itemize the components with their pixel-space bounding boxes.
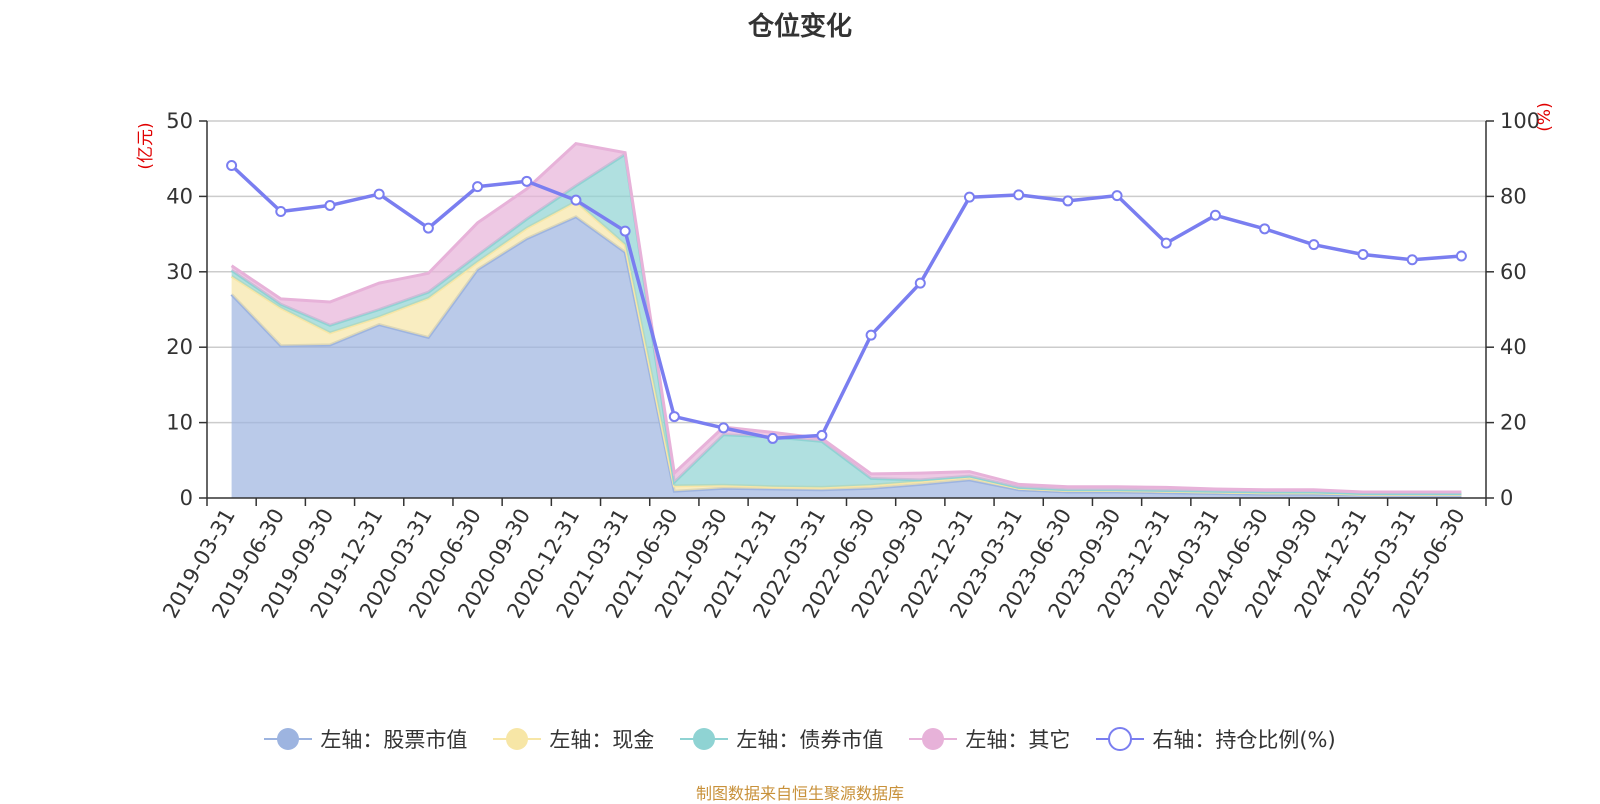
legend-item-other[interactable]: 左轴：其它 (909, 724, 1070, 754)
legend-label: 右轴：持仓比例(%) (1152, 728, 1336, 752)
right-tick-label: 0 (1500, 486, 1513, 510)
ratio-point (275, 205, 287, 217)
area-edge-other (230, 141, 1462, 494)
ratio-point (718, 422, 730, 434)
ratio-point (472, 181, 484, 193)
right-tick-label: 80 (1500, 184, 1527, 208)
ratio-point (767, 432, 779, 444)
left-tick-label: 20 (166, 335, 193, 359)
left-tick-label: 10 (166, 411, 193, 435)
legend-other-icon (909, 728, 958, 750)
position-change-chart: 01020304050020406080100(亿元)(%)2019-03-31… (136, 102, 1555, 622)
legend-bond-icon (680, 728, 729, 750)
stacked-areas (230, 141, 1462, 499)
legend-label: 左轴：债券市值 (736, 728, 884, 752)
left-tick-label: 0 (180, 486, 193, 510)
right-axis-label: (%) (1535, 102, 1555, 131)
left-tick-label: 40 (166, 184, 193, 208)
legend-item-cash[interactable]: 左轴：现金 (493, 724, 654, 754)
legend-label: 左轴：其它 (965, 728, 1071, 752)
ratio-point (963, 191, 975, 203)
ratio-point (570, 194, 582, 206)
ratio-line (230, 164, 1462, 441)
legend-cash-icon (493, 728, 542, 750)
ratio-point (324, 199, 336, 211)
ratio-point (865, 329, 877, 341)
ratio-point (816, 429, 828, 441)
ratio-point (1111, 190, 1123, 202)
ratio-point (521, 175, 533, 187)
legend-ratio-icon (1096, 727, 1145, 751)
left-tick-label: 30 (166, 260, 193, 284)
ratio-point (1406, 254, 1418, 266)
legend-stock-icon (264, 728, 313, 750)
ratio-point (1013, 189, 1025, 201)
legend-label: 左轴：股票市值 (320, 728, 468, 752)
legend: 左轴：股票市值 左轴：现金 左轴：债券市值 左轴：其它 右轴：持仓比例(%) (0, 724, 1600, 754)
ratio-point (1259, 223, 1271, 235)
left-axis-label: (亿元) (136, 122, 156, 169)
right-tick-label: 40 (1500, 335, 1527, 359)
ratio-point (1209, 209, 1221, 221)
source-note: 制图数据来自恒生聚源数据库 (695, 784, 904, 803)
ratio-point (914, 277, 926, 289)
right-tick-label: 20 (1500, 411, 1527, 435)
ratio-point (668, 411, 680, 423)
right-tick-label: 100 (1500, 109, 1540, 133)
legend-item-bond[interactable]: 左轴：债券市值 (680, 724, 883, 754)
ratio-point (1308, 239, 1320, 251)
right-tick-label: 60 (1500, 260, 1527, 284)
legend-item-stock[interactable]: 左轴：股票市值 (264, 724, 467, 754)
legend-item-ratio[interactable]: 右轴：持仓比例(%) (1096, 724, 1336, 754)
legend-label: 左轴：现金 (549, 728, 655, 752)
ratio-point (226, 159, 238, 171)
ratio-point (1357, 248, 1369, 260)
ratio-point (422, 222, 434, 234)
chart-title: 仓位变化 (747, 12, 852, 42)
ratio-point (373, 188, 385, 200)
ratio-point (1160, 237, 1172, 249)
area-stock (231, 216, 1462, 499)
ratio-point (1455, 250, 1467, 262)
ratio-point (619, 225, 631, 237)
ratio-point (1062, 195, 1074, 207)
ratio-line-layer (226, 159, 1467, 444)
left-tick-label: 50 (166, 109, 193, 133)
